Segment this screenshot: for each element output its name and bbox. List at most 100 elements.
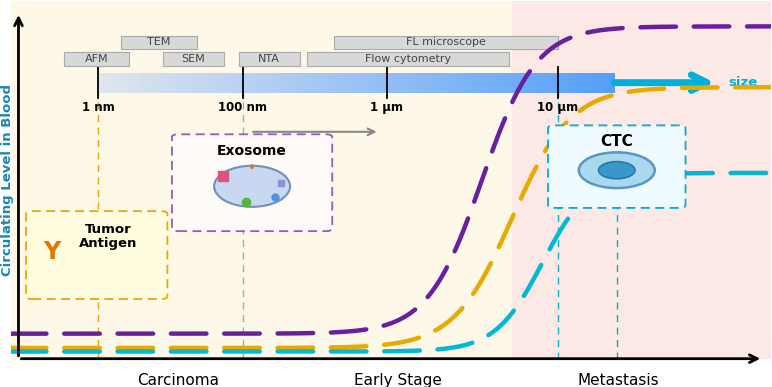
- Bar: [527, 73, 530, 92]
- Text: SEM: SEM: [181, 54, 205, 64]
- Bar: [194, 73, 196, 92]
- Bar: [390, 73, 393, 92]
- Bar: [514, 73, 516, 92]
- Bar: [344, 73, 346, 92]
- Bar: [553, 73, 556, 92]
- Bar: [276, 73, 279, 92]
- Bar: [251, 73, 253, 92]
- Bar: [165, 73, 168, 92]
- Bar: [367, 73, 370, 92]
- Bar: [303, 73, 305, 92]
- Bar: [209, 73, 212, 92]
- Bar: [176, 73, 178, 92]
- Bar: [307, 73, 310, 92]
- Bar: [564, 73, 566, 92]
- Text: AFM: AFM: [85, 54, 108, 64]
- Bar: [470, 73, 472, 92]
- Bar: [330, 73, 334, 92]
- Bar: [147, 73, 150, 92]
- Bar: [357, 73, 359, 92]
- Bar: [504, 73, 506, 92]
- Bar: [253, 73, 256, 92]
- Bar: [566, 73, 568, 92]
- Text: Y: Y: [43, 240, 60, 264]
- Text: Antigen: Antigen: [79, 237, 137, 250]
- Bar: [362, 73, 364, 92]
- Bar: [142, 73, 144, 92]
- Bar: [513, 2, 770, 359]
- Bar: [290, 73, 292, 92]
- Bar: [439, 73, 442, 92]
- Text: size: size: [729, 76, 758, 89]
- Bar: [509, 73, 512, 92]
- Bar: [401, 73, 403, 92]
- Bar: [483, 73, 486, 92]
- Bar: [398, 73, 401, 92]
- Bar: [437, 73, 439, 92]
- Bar: [103, 73, 106, 92]
- Text: Circulating Level in Blood: Circulating Level in Blood: [1, 84, 14, 276]
- Text: Early Stage: Early Stage: [354, 373, 442, 387]
- Bar: [589, 73, 591, 92]
- Bar: [403, 73, 405, 92]
- Bar: [460, 73, 462, 92]
- Bar: [408, 73, 411, 92]
- Bar: [416, 73, 418, 92]
- Bar: [442, 73, 445, 92]
- Bar: [462, 73, 465, 92]
- Text: Exosome: Exosome: [217, 144, 287, 158]
- Bar: [612, 73, 615, 92]
- Bar: [113, 73, 117, 92]
- Bar: [349, 73, 351, 92]
- Bar: [225, 73, 228, 92]
- Bar: [540, 73, 543, 92]
- Bar: [305, 73, 307, 92]
- Bar: [434, 73, 437, 92]
- Bar: [310, 73, 313, 92]
- Text: CTC: CTC: [601, 134, 633, 149]
- Bar: [388, 73, 390, 92]
- Text: 1 μm: 1 μm: [371, 101, 404, 115]
- Bar: [545, 73, 547, 92]
- Bar: [338, 73, 341, 92]
- Bar: [186, 73, 188, 92]
- Bar: [171, 73, 173, 92]
- Bar: [520, 73, 522, 92]
- Bar: [11, 2, 513, 359]
- Bar: [364, 73, 367, 92]
- Bar: [372, 73, 374, 92]
- Bar: [119, 73, 121, 92]
- Bar: [602, 73, 604, 92]
- Bar: [422, 73, 424, 92]
- Bar: [121, 73, 124, 92]
- Bar: [449, 73, 452, 92]
- Bar: [284, 73, 287, 92]
- Text: 100 nm: 100 nm: [218, 101, 267, 115]
- Bar: [204, 73, 207, 92]
- Bar: [457, 73, 460, 92]
- FancyBboxPatch shape: [26, 211, 168, 299]
- Bar: [599, 73, 602, 92]
- Bar: [215, 73, 217, 92]
- Bar: [238, 73, 240, 92]
- Bar: [157, 73, 161, 92]
- FancyBboxPatch shape: [163, 52, 224, 66]
- Bar: [405, 73, 408, 92]
- Bar: [217, 73, 220, 92]
- Bar: [300, 73, 303, 92]
- Bar: [382, 73, 385, 92]
- Ellipse shape: [579, 152, 655, 188]
- Text: EVs: EVs: [258, 139, 281, 152]
- Bar: [220, 73, 222, 92]
- Bar: [140, 73, 142, 92]
- Bar: [163, 73, 165, 92]
- Bar: [537, 73, 540, 92]
- Bar: [378, 73, 380, 92]
- Bar: [106, 73, 109, 92]
- Bar: [243, 73, 245, 92]
- Bar: [212, 73, 215, 92]
- Bar: [155, 73, 157, 92]
- Bar: [576, 73, 579, 92]
- Bar: [393, 73, 395, 92]
- Bar: [153, 73, 155, 92]
